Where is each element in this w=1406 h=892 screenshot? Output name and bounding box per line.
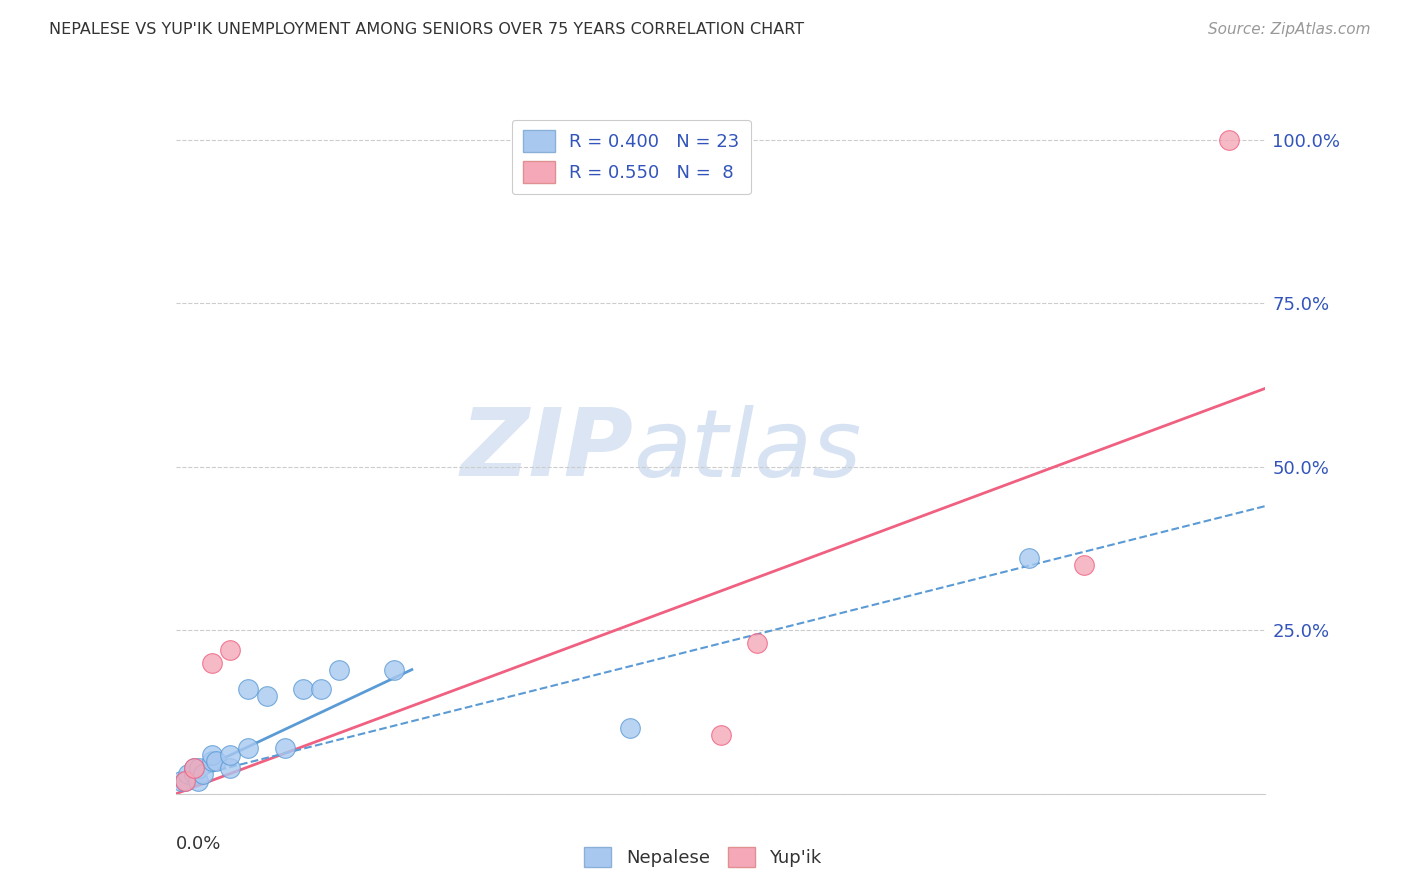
Point xyxy=(745,636,768,650)
Point xyxy=(238,682,260,697)
Point xyxy=(328,663,350,677)
Point xyxy=(201,747,224,762)
Point xyxy=(183,761,205,775)
Point xyxy=(188,761,211,775)
Point xyxy=(191,767,214,781)
Point xyxy=(291,682,314,697)
Text: 0.0%: 0.0% xyxy=(176,835,221,853)
Point xyxy=(170,773,193,788)
Point xyxy=(204,754,226,768)
Text: atlas: atlas xyxy=(633,405,862,496)
Point xyxy=(619,722,641,736)
Point xyxy=(219,643,242,657)
Point xyxy=(1073,558,1095,572)
Point xyxy=(309,682,332,697)
Point xyxy=(256,689,278,703)
Point xyxy=(274,741,297,756)
Point xyxy=(1218,133,1240,147)
Point xyxy=(173,773,195,788)
Point xyxy=(177,767,200,781)
Point xyxy=(201,754,224,768)
Point xyxy=(382,663,405,677)
Point xyxy=(238,741,260,756)
Text: Source: ZipAtlas.com: Source: ZipAtlas.com xyxy=(1208,22,1371,37)
Point xyxy=(219,747,242,762)
Point xyxy=(201,656,224,670)
Point xyxy=(1018,551,1040,566)
Point xyxy=(186,773,209,788)
Legend: R = 0.400   N = 23, R = 0.550   N =  8: R = 0.400 N = 23, R = 0.550 N = 8 xyxy=(512,120,751,194)
Legend: Nepalese, Yup'ik: Nepalese, Yup'ik xyxy=(576,839,830,874)
Text: NEPALESE VS YUP'IK UNEMPLOYMENT AMONG SENIORS OVER 75 YEARS CORRELATION CHART: NEPALESE VS YUP'IK UNEMPLOYMENT AMONG SE… xyxy=(49,22,804,37)
Point xyxy=(219,761,242,775)
Point xyxy=(183,761,205,775)
Point xyxy=(710,728,733,742)
Text: ZIP: ZIP xyxy=(461,404,633,497)
Point xyxy=(173,773,195,788)
Point xyxy=(183,767,205,781)
